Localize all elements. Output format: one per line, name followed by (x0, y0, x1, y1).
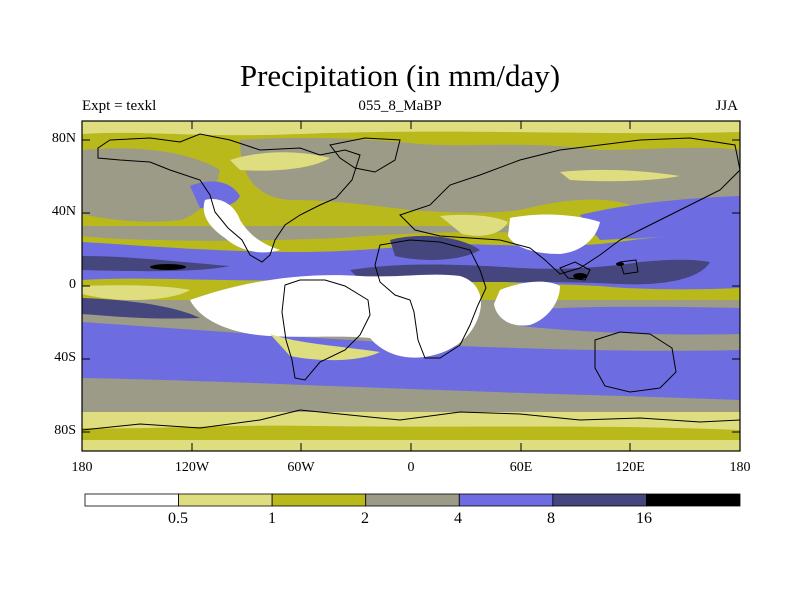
season-label: JJA (715, 98, 738, 114)
filled-contours (82, 121, 740, 451)
field-pac-dark (82, 298, 200, 319)
coast-south-america (281, 279, 371, 381)
colorbar-swatch (646, 493, 741, 507)
colorbar-label: 4 (454, 510, 462, 527)
coast-eurasia (399, 137, 740, 275)
field-dry-south-1 (190, 274, 481, 358)
colorbar (84, 493, 741, 507)
field-epac-dark (82, 256, 230, 272)
field-halo-6 (560, 169, 680, 182)
coastlines (82, 133, 740, 431)
xtick-label: 120E (615, 460, 645, 475)
ytick-label: 80S (54, 423, 76, 438)
xtick-label: 60W (287, 460, 315, 475)
ytick-label: 80N (51, 131, 76, 146)
field-halo-3 (440, 214, 508, 236)
field-np-gray (82, 148, 220, 222)
coast-greenland (329, 137, 401, 173)
field-dry-south-2 (494, 281, 560, 326)
plot-title: Precipitation (in mm/day) (239, 58, 561, 93)
coast-africa (374, 239, 487, 359)
xtick-label: 180 (71, 460, 93, 475)
field-eurasia-gray (240, 137, 740, 214)
xtick-label: 60E (509, 460, 533, 475)
field-india-dark (390, 235, 480, 260)
field-halo-2 (270, 334, 380, 361)
ytick-label: 0 (69, 277, 76, 292)
colorbar-label: 2 (361, 510, 369, 527)
ytick-label: 40N (51, 204, 76, 219)
colorbar-swatch (84, 493, 179, 507)
field-halo-7 (230, 152, 330, 171)
field-mid-blue (500, 306, 740, 335)
colorbar-swatch (271, 493, 367, 507)
colorbar-swatch (458, 493, 554, 507)
run-label: 055_8_MaBP (358, 98, 442, 114)
colorbar-label: 1 (268, 510, 276, 527)
field-so-blue (82, 322, 740, 400)
field-halo-1 (82, 285, 190, 300)
field-dry-asia (508, 214, 600, 254)
field-np-blue (190, 181, 240, 209)
coast-islands-2 (619, 259, 639, 275)
experiment-label: Expt = texkl (82, 98, 157, 114)
colorbar-swatch (552, 493, 647, 507)
field-dry-namerica (203, 199, 280, 253)
field-max-2 (573, 273, 587, 279)
coast-australia (594, 331, 677, 393)
coast-north-america (97, 133, 361, 263)
xtick-label: 0 (407, 460, 415, 475)
field-nwp-blue (580, 196, 740, 240)
ytick-label: 40S (54, 350, 76, 365)
colorbar-label: 16 (636, 510, 652, 527)
xtick-label: 180 (729, 460, 751, 475)
axis-ticks (82, 121, 740, 451)
colorbar-label: 0.5 (168, 510, 188, 527)
xtick-label: 120W (174, 460, 210, 475)
coast-antarctica (82, 409, 740, 431)
field-max-1 (150, 264, 186, 270)
colorbar-swatch (365, 493, 460, 507)
field-max-3 (616, 262, 624, 266)
colorbar-label: 8 (547, 510, 555, 527)
field-halo-4 (82, 412, 740, 430)
coast-islands-1 (559, 261, 591, 281)
colorbar-swatch (178, 493, 273, 507)
